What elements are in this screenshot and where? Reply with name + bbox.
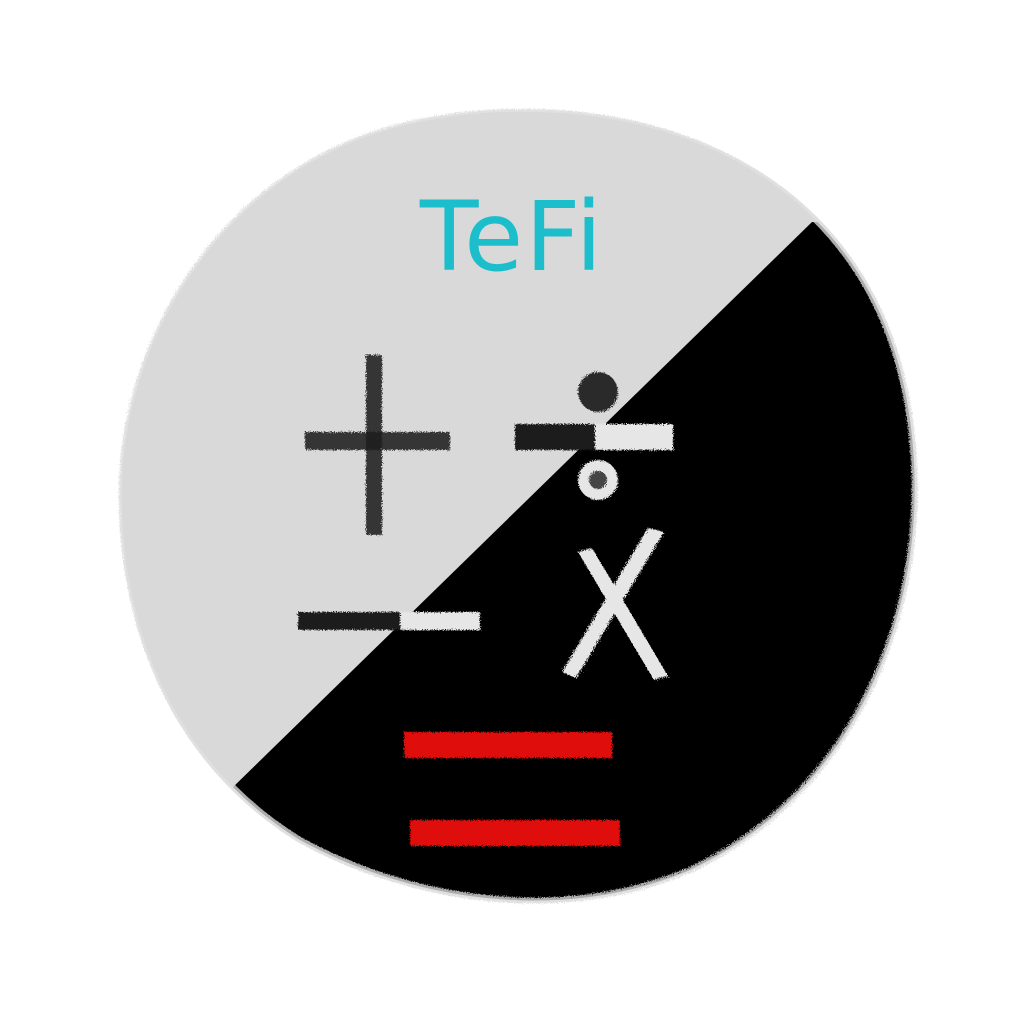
minus-icon [298, 612, 480, 630]
disc-rim [118, 108, 918, 904]
divide-icon [515, 372, 673, 500]
logo-title: TeFi [419, 181, 604, 293]
multiply-icon [562, 528, 668, 680]
plus-icon [305, 355, 450, 535]
equals-icon [404, 732, 620, 846]
